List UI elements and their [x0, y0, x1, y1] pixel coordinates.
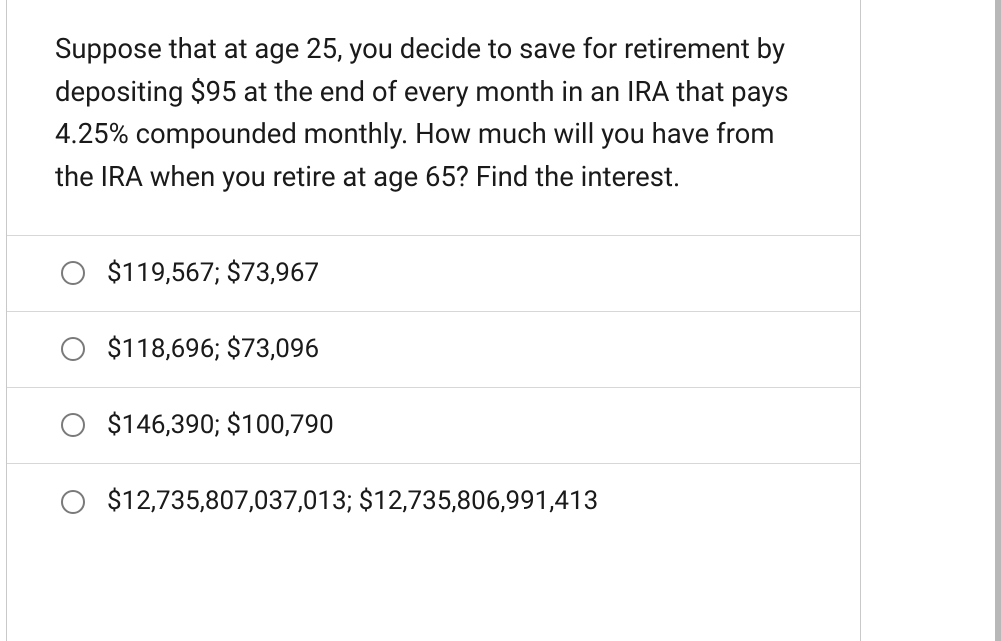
option-row[interactable]: $118,696; $73,096 [7, 311, 860, 387]
option-label: $118,696; $73,096 [107, 334, 319, 365]
options-list: $119,567; $73,967 $118,696; $73,096 $146… [7, 235, 860, 540]
option-row[interactable]: $12,735,807,037,013; $12,735,806,991,413 [7, 463, 860, 539]
right-gutter [861, 0, 995, 641]
option-label: $12,735,807,037,013; $12,735,806,991,413 [107, 486, 598, 517]
question-card: Suppose that at age 25, you decide to sa… [6, 0, 861, 641]
quiz-page: Suppose that at age 25, you decide to sa… [0, 0, 1001, 641]
radio-icon[interactable] [61, 490, 85, 514]
option-row[interactable]: $146,390; $100,790 [7, 387, 860, 463]
radio-icon[interactable] [61, 337, 85, 361]
option-label: $119,567; $73,967 [107, 258, 319, 289]
radio-icon[interactable] [61, 413, 85, 437]
option-row[interactable]: $119,567; $73,967 [7, 235, 860, 311]
option-label: $146,390; $100,790 [107, 410, 334, 441]
question-prompt: Suppose that at age 25, you decide to sa… [7, 0, 860, 209]
scrollbar-track[interactable] [995, 0, 1001, 641]
radio-icon[interactable] [61, 261, 85, 285]
